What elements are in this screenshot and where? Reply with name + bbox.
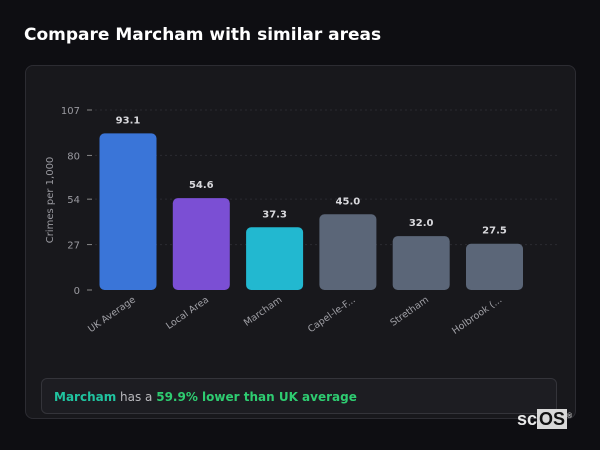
data-label: 32.0 [409, 218, 434, 229]
y-tick-label: 107 [61, 106, 80, 117]
x-tick-label: UK Average [86, 294, 138, 335]
data-label: 93.1 [116, 115, 141, 126]
summary-text: has a [116, 390, 157, 404]
y-tick-label: 27 [67, 241, 80, 252]
bar[interactable] [172, 198, 230, 290]
bar[interactable] [466, 243, 523, 290]
bar[interactable] [319, 214, 377, 290]
data-label: 37.3 [262, 209, 287, 220]
x-tick-label: Capel-le-F... [306, 294, 358, 335]
x-tick-label: Marcham [242, 294, 284, 328]
x-tick-label: Holbrook (... [450, 294, 504, 336]
y-tick-label: 80 [67, 151, 80, 162]
data-label: 54.6 [189, 180, 214, 191]
y-tick-label: 0 [74, 286, 80, 297]
y-axis-label: Crimes per 1,000 [45, 157, 56, 244]
summary-box: Marcham has a 59.9% lower than UK averag… [41, 378, 557, 414]
y-tick-label: 54 [67, 195, 80, 206]
data-label: 45.0 [336, 196, 361, 207]
bar[interactable] [246, 227, 304, 290]
bar[interactable] [392, 236, 450, 290]
summary-comparison: 59.9% lower than UK average [156, 390, 357, 404]
x-tick-label: Local Area [164, 294, 211, 331]
page-title: Compare Marcham with similar areas [24, 25, 382, 45]
data-label: 27.5 [482, 226, 507, 237]
summary-area: Marcham [54, 390, 117, 404]
scos-logo: sc OS ® [517, 409, 573, 429]
x-tick-label: Stretham [388, 294, 430, 328]
bar[interactable] [99, 133, 157, 290]
